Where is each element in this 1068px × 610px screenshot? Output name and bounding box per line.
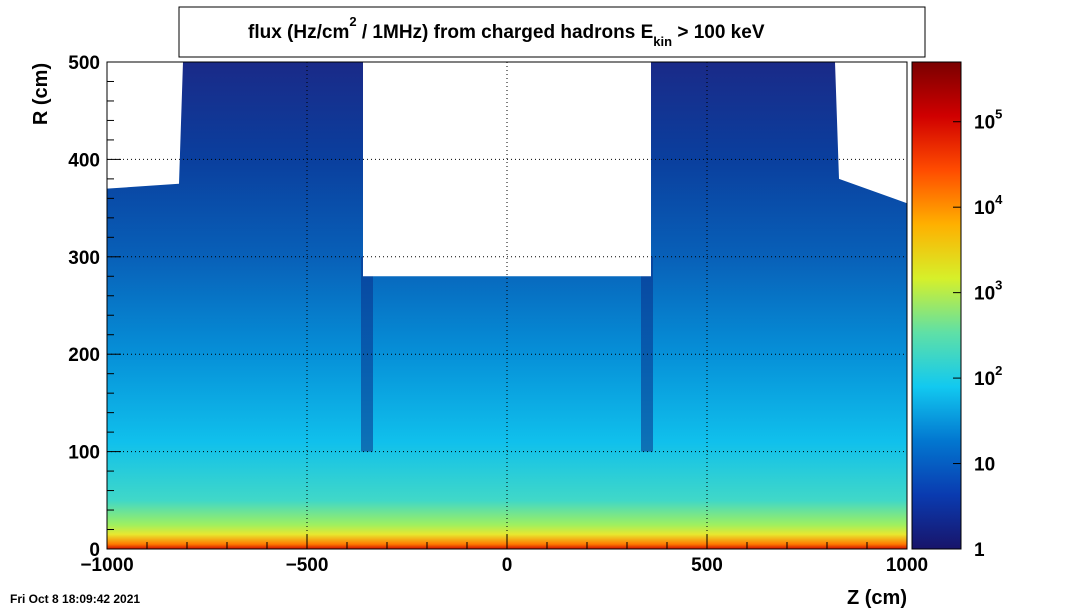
colorbar-label: 10 — [974, 455, 995, 476]
y-tick-label: 300 — [68, 248, 100, 269]
x-tick-label: −1000 — [80, 555, 133, 576]
colorbar-label: 104 — [974, 192, 1003, 219]
colorbar-label: 105 — [974, 107, 1002, 134]
y-tick-label: 100 — [68, 443, 100, 464]
y-tick-label: 200 — [68, 345, 100, 366]
colorbar — [912, 62, 961, 549]
colorbar-labels: 1 10 102 103 104 105 — [953, 107, 1003, 561]
grid — [107, 62, 907, 549]
y-tick-label: 500 — [68, 53, 100, 74]
chart-title: flux (Hz/cm2 / 1MHz) from charged hadron… — [248, 14, 765, 49]
colorbar-label: 103 — [974, 278, 1002, 305]
no-flux-region — [107, 62, 907, 277]
colorbar-frame — [911, 61, 962, 550]
title-box — [178, 6, 926, 58]
colorbar-label: 102 — [974, 363, 1002, 390]
colorbar-label: 1 — [974, 540, 985, 561]
x-tick-label: 1000 — [886, 555, 928, 576]
x-tick-label: 0 — [502, 555, 513, 576]
y-axis: 0 100 200 300 400 500 — [68, 53, 121, 561]
y-axis-label: R (cm) — [30, 63, 52, 125]
timestamp: Fri Oct 8 18:09:42 2021 — [10, 592, 140, 606]
heatmap-area — [107, 62, 907, 549]
x-axis-label: Z (cm) — [847, 587, 907, 609]
x-axis: −1000 −500 0 500 1000 — [80, 535, 928, 576]
x-tick-label: 500 — [691, 555, 723, 576]
y-tick-label: 400 — [68, 150, 100, 171]
y-tick-label: 0 — [89, 540, 100, 561]
x-tick-label: −500 — [286, 555, 329, 576]
